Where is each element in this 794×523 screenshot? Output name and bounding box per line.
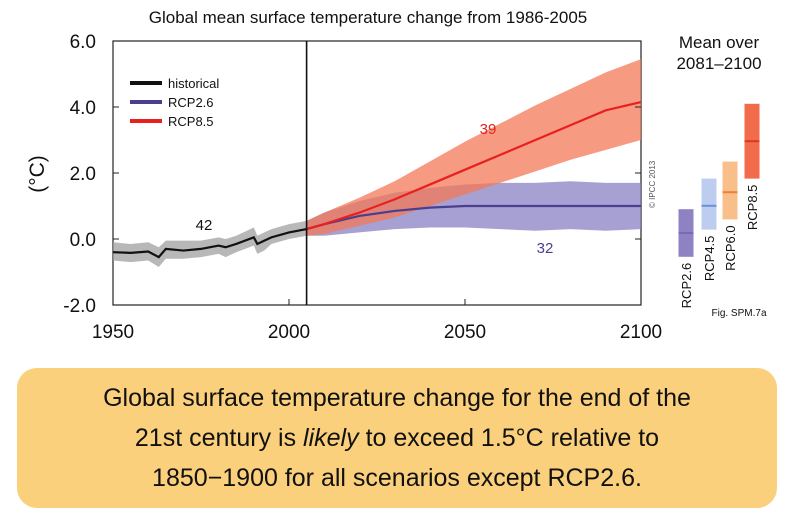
side-panel-title-line2: 2081–2100 bbox=[676, 54, 761, 73]
figure-reference: Fig. SPM.7a bbox=[711, 308, 766, 319]
model-count-rcp85: 39 bbox=[480, 121, 497, 138]
series-line-rcp85 bbox=[306, 100, 642, 231]
x-tick-label: 2100 bbox=[620, 322, 662, 343]
series-line-historical bbox=[112, 228, 307, 259]
y-tick-label: 2.0 bbox=[70, 164, 96, 185]
plot-area bbox=[112, 40, 642, 306]
chart-title: Global mean surface temperature change f… bbox=[149, 8, 587, 27]
band-rcp85 bbox=[306, 59, 641, 236]
caption-line-2-end: to exceed 1.5°C relative to bbox=[358, 424, 660, 452]
x-axis-ticks: 1950 2000 2050 2100 bbox=[92, 299, 662, 343]
range-label-rcp26: RCP2.6 bbox=[679, 263, 694, 309]
series-line-rcp26 bbox=[306, 204, 641, 231]
y-axis-ticks: -2.0 0.0 2.0 4.0 6.0 bbox=[63, 32, 641, 317]
legend-label-rcp26: RCP2.6 bbox=[168, 95, 214, 110]
series-lines bbox=[112, 100, 642, 259]
caption-line-1: Global surface temperature change for th… bbox=[103, 384, 691, 412]
side-panel-title-line1: Mean over bbox=[679, 33, 760, 52]
x-tick-label: 2050 bbox=[444, 322, 486, 343]
caption-line-2-start: 21st century is bbox=[134, 424, 304, 452]
uncertainty-bands bbox=[113, 59, 641, 268]
y-tick-label: 6.0 bbox=[70, 32, 96, 53]
legend-label-rcp85: RCP8.5 bbox=[168, 114, 214, 129]
caption-line-3: 1850−1900 for all scenarios except RCP2.… bbox=[152, 464, 642, 492]
range-label-rcp60: RCP6.0 bbox=[723, 225, 738, 271]
legend: historical RCP2.6 RCP8.5 bbox=[130, 76, 219, 129]
range-bar-rcp60 bbox=[722, 161, 738, 220]
caption-emphasis: likely bbox=[303, 424, 359, 452]
model-count-rcp26: 32 bbox=[537, 240, 554, 257]
range-label-rcp45: RCP4.5 bbox=[702, 236, 717, 282]
side-panel-bars: RCP2.6 RCP4.5 RCP6.0 RCP8.5 bbox=[678, 103, 760, 309]
summary-caption: Global surface temperature change for th… bbox=[17, 368, 777, 508]
legend-label-historical: historical bbox=[168, 76, 219, 91]
y-tick-label: 4.0 bbox=[70, 98, 96, 119]
x-tick-label: 1950 bbox=[92, 322, 134, 343]
range-label-rcp85: RCP8.5 bbox=[745, 185, 760, 231]
temperature-chart: Global mean surface temperature change f… bbox=[26, 8, 767, 343]
x-tick-label: 2000 bbox=[268, 322, 310, 343]
range-bar-rcp45 bbox=[701, 178, 717, 230]
model-count-historical: 42 bbox=[196, 217, 213, 234]
y-tick-label: 0.0 bbox=[70, 230, 96, 251]
y-tick-label: -2.0 bbox=[63, 296, 96, 317]
caption-line-2: 21st century is likely to exceed 1.5°C r… bbox=[135, 418, 659, 458]
copyright-label: © IPCC 2013 bbox=[648, 160, 657, 208]
y-axis-label: (°C) bbox=[26, 155, 49, 193]
